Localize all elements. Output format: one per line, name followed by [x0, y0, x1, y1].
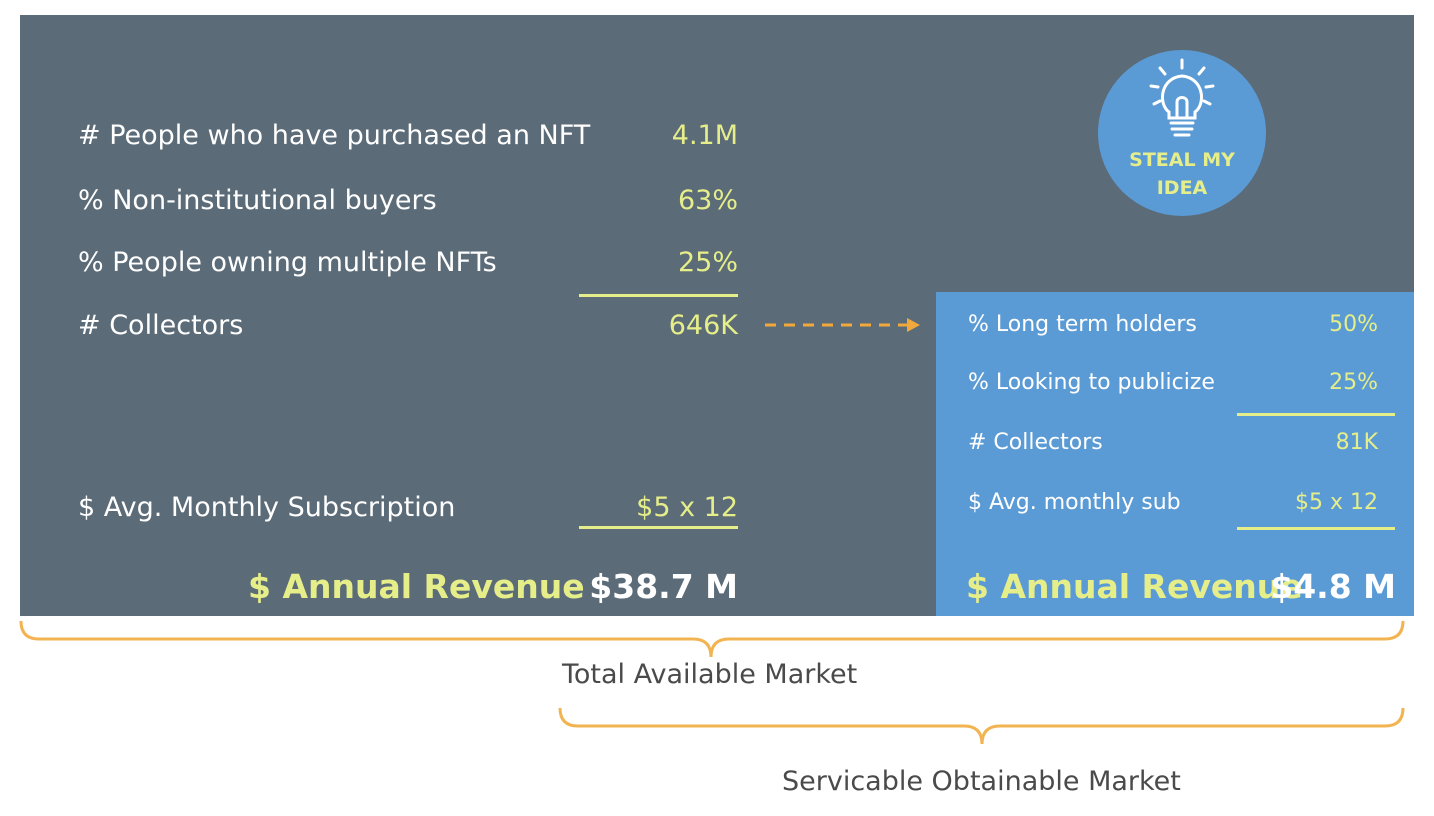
- dashed-arrow: [765, 318, 920, 332]
- som-row-label-3: # Collectors: [968, 430, 1103, 455]
- tam-total-rule: [579, 526, 738, 529]
- som-row-value-3: 81K: [1335, 430, 1378, 455]
- som-row-value-2: 25%: [1329, 370, 1378, 395]
- tam-subscription-label: $ Avg. Monthly Subscription: [78, 492, 456, 523]
- tam-subtotal-rule: [579, 294, 738, 297]
- lightbulb-icon: [1149, 58, 1215, 137]
- obtainable-market-panel: [936, 292, 1414, 616]
- som-row-value-4: $5 x 12: [1295, 490, 1378, 515]
- total-market-label: Total Available Market: [562, 659, 858, 690]
- tam-revenue-label: $ Annual Revenue: [248, 567, 585, 606]
- som-row-label-2: % Looking to publicize: [968, 370, 1215, 395]
- tam-row-label-3: % People owning multiple NFTs: [78, 247, 497, 278]
- tam-row-value-3: 25%: [677, 247, 738, 278]
- som-revenue-value: $4.8 M: [1270, 567, 1396, 606]
- som-revenue-label: $ Annual Revenue: [966, 567, 1303, 606]
- tam-row-value-1: 4.1M: [671, 120, 738, 151]
- tam-row-label-4: # Collectors: [78, 310, 244, 341]
- tam-row-label-1: # People who have purchased an NFT: [78, 120, 591, 151]
- obtainable-market-label: Servicable Obtainable Market: [782, 766, 1181, 797]
- total-market-bracket: [19, 620, 1405, 658]
- som-subtotal-rule: [1237, 413, 1395, 416]
- badge-text-line-1: STEAL MY: [1129, 149, 1235, 171]
- som-row-value-1: 50%: [1329, 312, 1378, 337]
- steal-my-idea-badge: STEAL MY IDEA: [1098, 50, 1266, 216]
- som-row-label-4: $ Avg. monthly sub: [968, 490, 1181, 515]
- tam-row-value-4: 646K: [668, 310, 738, 341]
- tam-row-value-2: 63%: [677, 185, 738, 216]
- obtainable-market-bracket: [558, 707, 1405, 745]
- tam-subscription-value: $5 x 12: [636, 492, 738, 523]
- tam-revenue-value: $38.7 M: [589, 567, 738, 606]
- som-total-rule: [1237, 527, 1395, 530]
- som-row-label-1: % Long term holders: [968, 312, 1197, 337]
- badge-text-line-2: IDEA: [1156, 177, 1208, 199]
- tam-row-label-2: % Non-institutional buyers: [78, 185, 437, 216]
